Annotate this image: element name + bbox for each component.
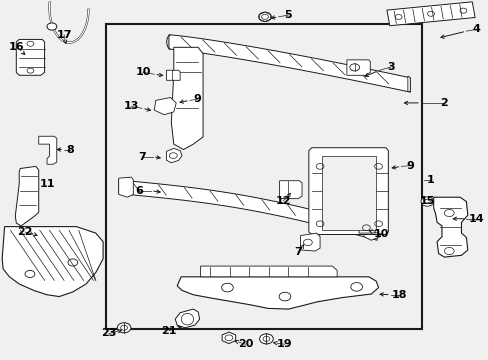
- Text: 23: 23: [101, 328, 117, 338]
- Text: 6: 6: [136, 186, 143, 196]
- Text: 10: 10: [135, 67, 150, 77]
- Polygon shape: [175, 309, 199, 328]
- Circle shape: [47, 23, 57, 30]
- Text: 14: 14: [468, 214, 483, 224]
- Text: 15: 15: [419, 196, 434, 206]
- Polygon shape: [308, 148, 387, 234]
- Text: 21: 21: [161, 325, 176, 336]
- Text: 13: 13: [123, 102, 139, 112]
- Polygon shape: [119, 177, 133, 197]
- Polygon shape: [2, 226, 103, 297]
- Polygon shape: [171, 47, 203, 149]
- Polygon shape: [154, 98, 176, 115]
- Circle shape: [221, 283, 233, 292]
- Text: 16: 16: [8, 42, 24, 51]
- Polygon shape: [16, 40, 44, 75]
- Text: 18: 18: [391, 290, 407, 300]
- Polygon shape: [346, 60, 369, 75]
- Text: 3: 3: [386, 62, 394, 72]
- Polygon shape: [386, 2, 474, 26]
- Circle shape: [259, 334, 273, 344]
- Text: 9: 9: [193, 94, 201, 104]
- Polygon shape: [358, 222, 374, 233]
- Polygon shape: [15, 166, 39, 226]
- Text: 17: 17: [56, 30, 72, 40]
- Text: 9: 9: [406, 161, 413, 171]
- Text: 7: 7: [138, 152, 146, 162]
- Polygon shape: [200, 266, 336, 277]
- Text: 19: 19: [276, 339, 292, 349]
- Polygon shape: [433, 197, 467, 257]
- Circle shape: [279, 292, 290, 301]
- Polygon shape: [222, 332, 235, 343]
- Text: 20: 20: [237, 339, 253, 349]
- Bar: [105, 24, 422, 329]
- Circle shape: [349, 64, 359, 71]
- Text: 4: 4: [471, 24, 479, 35]
- Circle shape: [258, 12, 271, 22]
- Polygon shape: [407, 76, 409, 91]
- Text: 8: 8: [66, 144, 74, 154]
- Polygon shape: [279, 181, 302, 199]
- Circle shape: [303, 239, 312, 246]
- Circle shape: [420, 197, 433, 206]
- Text: 5: 5: [284, 10, 292, 20]
- Polygon shape: [166, 148, 182, 163]
- Text: 10: 10: [372, 229, 388, 239]
- Polygon shape: [39, 136, 57, 164]
- Text: 7: 7: [294, 247, 302, 257]
- Text: 2: 2: [440, 98, 447, 108]
- Circle shape: [350, 283, 362, 291]
- Polygon shape: [177, 277, 378, 309]
- Polygon shape: [300, 233, 320, 251]
- Text: 11: 11: [39, 179, 55, 189]
- Polygon shape: [321, 156, 375, 230]
- Text: 22: 22: [17, 227, 33, 237]
- Polygon shape: [363, 215, 379, 240]
- Circle shape: [117, 323, 131, 333]
- Polygon shape: [168, 35, 409, 92]
- Text: 1: 1: [426, 175, 434, 185]
- Polygon shape: [166, 70, 180, 80]
- Text: 12: 12: [275, 196, 291, 206]
- Polygon shape: [119, 180, 376, 240]
